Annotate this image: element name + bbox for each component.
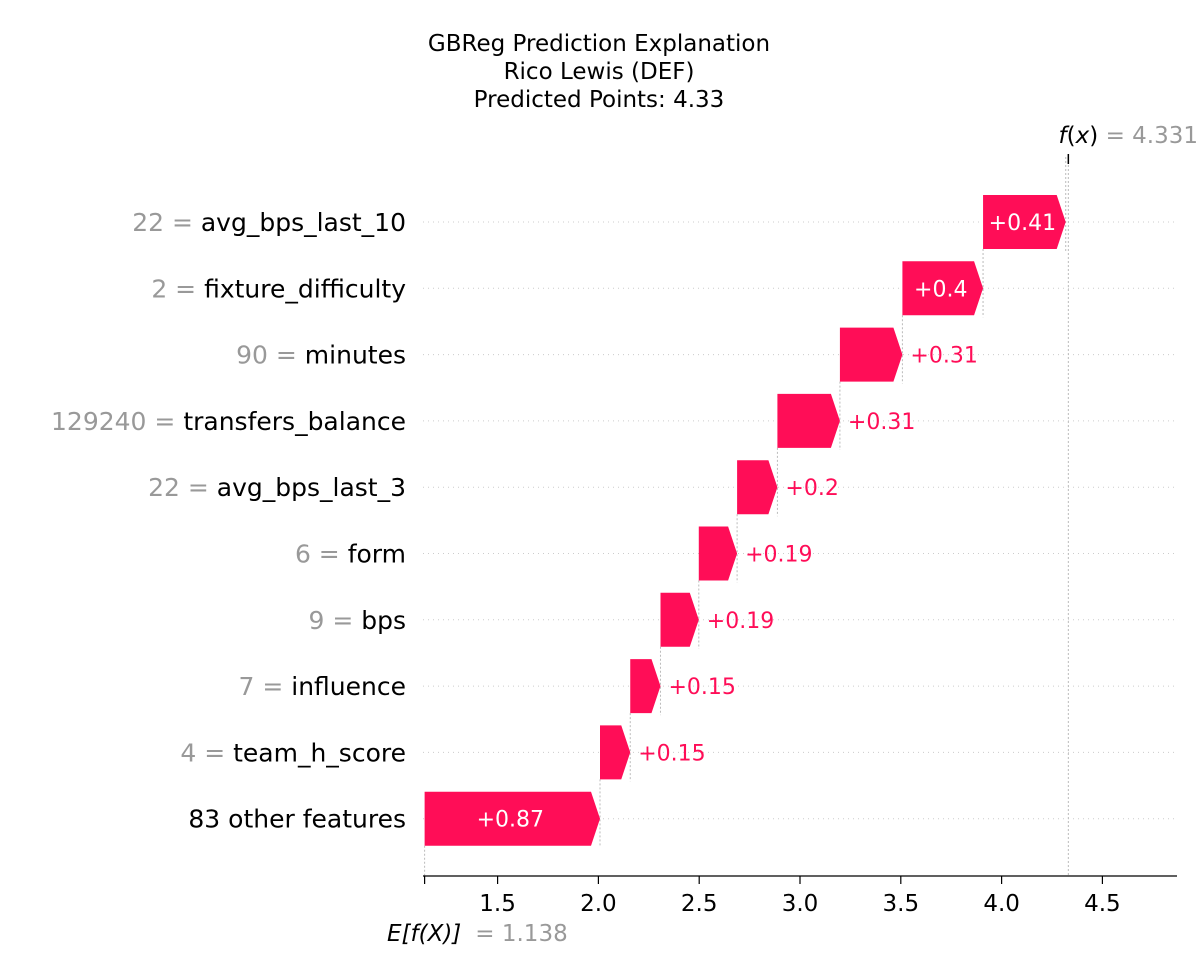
- waterfall-bar: [777, 393, 840, 448]
- feature-label: 83 other features: [188, 805, 406, 834]
- x-tick-label: 4.0: [983, 891, 1020, 917]
- feature-name: avg_bps_last_3: [217, 473, 406, 502]
- feature-name: team_h_score: [233, 738, 406, 767]
- contribution-label: +0.31: [910, 344, 977, 369]
- feature-value: 129240 =: [51, 407, 183, 436]
- contribution-label: +0.15: [638, 741, 705, 766]
- contribution-label: +0.19: [745, 543, 812, 568]
- x-tick-label: 2.5: [681, 891, 718, 917]
- waterfall-bar: [600, 725, 631, 780]
- waterfall-bar: [660, 592, 699, 647]
- contribution-label: +0.2: [785, 476, 838, 501]
- feature-label: 4 = team_h_score: [180, 738, 406, 767]
- feature-name: avg_bps_last_10: [201, 208, 406, 237]
- feature-value: 2 =: [151, 274, 204, 303]
- x-tick-label: 3.5: [883, 891, 920, 917]
- feature-name: transfers_balance: [183, 407, 406, 436]
- waterfall-bar: [839, 327, 903, 382]
- fx-marker: f(x) = 4.331: [1059, 123, 1198, 164]
- feature-label: 22 = avg_bps_last_10: [132, 208, 406, 237]
- chart-title-line-1: GBReg Prediction Explanation: [427, 31, 771, 57]
- x-axis: 1.5 2.0 2.5 3.0 3.5 4.0 4.5: [423, 875, 1177, 917]
- feature-name: minutes: [305, 341, 406, 370]
- feature-value: 4 =: [180, 738, 233, 767]
- feature-label: 22 = avg_bps_last_3: [148, 473, 406, 502]
- waterfall-bar: [630, 659, 661, 714]
- waterfall-bar: [737, 460, 778, 515]
- contribution-label: +0.19: [707, 609, 774, 634]
- grid-layer: [423, 221, 1177, 820]
- x-tick-label: 3.0: [782, 891, 819, 917]
- feature-value: 22 =: [148, 473, 217, 502]
- feature-name: fixture_difficulty: [204, 274, 406, 303]
- waterfall-bar: [424, 791, 601, 846]
- feature-label: 7 = influence: [239, 672, 406, 701]
- contribution-label: +0.87: [477, 808, 544, 833]
- feature-value: 22 =: [132, 208, 201, 237]
- feature-label: 129240 = transfers_balance: [51, 407, 406, 436]
- feature-label: 2 = fixture_difficulty: [151, 274, 406, 303]
- contribution-label: +0.31: [848, 410, 915, 435]
- contribution-label: +0.41: [989, 211, 1056, 236]
- fx-label: f(x) = 4.331: [1059, 123, 1198, 149]
- feature-label: 90 = minutes: [236, 341, 406, 370]
- x-tick-label: 1.5: [479, 891, 516, 917]
- feature-label: 6 = form: [295, 540, 406, 569]
- feature-name: bps: [361, 606, 406, 635]
- waterfall-bar: [698, 526, 738, 581]
- label-layer: 22 = avg_bps_last_10 +0.41 2 = fixture_dif…: [51, 208, 1056, 834]
- chart-title-line-2: Rico Lewis (DEF): [503, 59, 695, 85]
- expected-value-label: E[f(X)] = 1.138: [387, 921, 568, 947]
- x-tick-label: 2.0: [580, 891, 617, 917]
- bar-layer: [424, 195, 1066, 846]
- x-tick-label: 4.5: [1084, 891, 1121, 917]
- feature-value: 90 =: [236, 341, 305, 370]
- expected-value-marker: E[f(X)] = 1.138: [387, 921, 568, 947]
- feature-name: influence: [291, 672, 406, 701]
- chart-title-line-3: Predicted Points: 4.33: [473, 87, 725, 113]
- waterfall-bar: [983, 195, 1066, 249]
- feature-label: 9 = bps: [308, 606, 406, 635]
- contribution-label: +0.4: [914, 277, 967, 302]
- feature-value: 7 =: [239, 672, 292, 701]
- connector-layer: [424, 157, 1069, 876]
- feature-value: 6 =: [295, 540, 348, 569]
- contribution-label: +0.15: [668, 675, 735, 700]
- feature-name: form: [348, 540, 406, 569]
- waterfall-bar: [902, 261, 984, 316]
- feature-value: 9 =: [308, 606, 361, 635]
- feature-name: 83 other features: [188, 805, 406, 834]
